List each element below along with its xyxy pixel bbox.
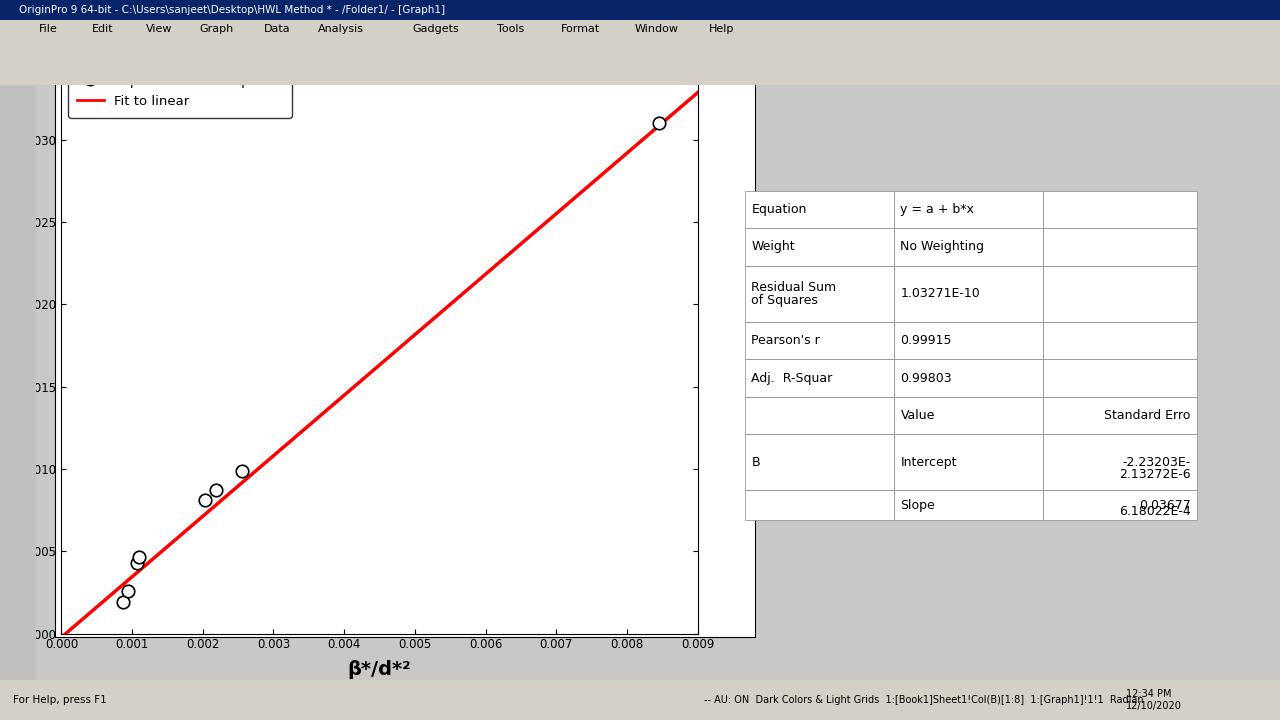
X-axis label: β*/d*²: β*/d*² [348,660,411,679]
Point [128,552,148,563]
Point [205,485,225,496]
Text: of Squares: of Squares [751,294,818,307]
Text: Intercept: Intercept [900,456,957,469]
Text: Pearson's r: Pearson's r [751,334,820,347]
Text: Gadgets: Gadgets [412,24,460,34]
Text: 0.99803: 0.99803 [900,372,952,384]
Text: Residual Sum: Residual Sum [751,281,837,294]
Text: Graph: Graph [200,24,234,34]
Text: Tools: Tools [497,24,524,34]
Text: 0.99915: 0.99915 [900,334,952,347]
Text: Adj.  R-Squar: Adj. R-Squar [751,372,832,384]
Text: File: File [38,24,58,34]
Text: Slope: Slope [900,499,936,512]
Text: Value: Value [900,409,934,422]
Text: 0.03677: 0.03677 [1139,499,1190,512]
Text: Analysis: Analysis [317,24,364,34]
Text: Weight: Weight [751,240,795,253]
Point [113,595,133,607]
Point [232,465,252,477]
Text: 2.13272E-6: 2.13272E-6 [1119,468,1190,481]
Text: B: B [751,456,760,469]
Legend: experimental data points, Fit to linear: experimental data points, Fit to linear [68,64,292,117]
Point [649,117,669,129]
Text: -2.23203E-: -2.23203E- [1123,456,1190,469]
Text: Data: Data [264,24,291,34]
Text: Format: Format [561,24,600,34]
Text: Help: Help [709,24,735,34]
Text: y = a + b*x: y = a + b*x [900,203,974,216]
Text: -- AU: ON  Dark Colors & Light Grids  1:[Book1]Sheet1!Col(B)[1:8]  1:[Graph1]!1!: -- AU: ON Dark Colors & Light Grids 1:[B… [704,696,1143,705]
Text: 1.03271E-10: 1.03271E-10 [900,287,980,300]
Text: Standard Erro: Standard Erro [1105,409,1190,422]
Text: For Help, press F1: For Help, press F1 [13,696,106,705]
Text: OriginPro 9 64-bit - C:\Users\sanjeet\Desktop\HWL Method * - /Folder1/ - [Graph1: OriginPro 9 64-bit - C:\Users\sanjeet\De… [19,5,445,15]
Text: View: View [146,24,173,34]
Text: Window: Window [635,24,678,34]
Text: Equation: Equation [751,203,806,216]
Text: No Weighting: No Weighting [900,240,984,253]
Text: 6.18022E-4: 6.18022E-4 [1119,505,1190,518]
Point [195,495,215,506]
Point [127,557,147,569]
Text: 12:34 PM
12/10/2020: 12:34 PM 12/10/2020 [1126,690,1183,711]
Text: Edit: Edit [92,24,114,34]
Point [118,585,138,597]
